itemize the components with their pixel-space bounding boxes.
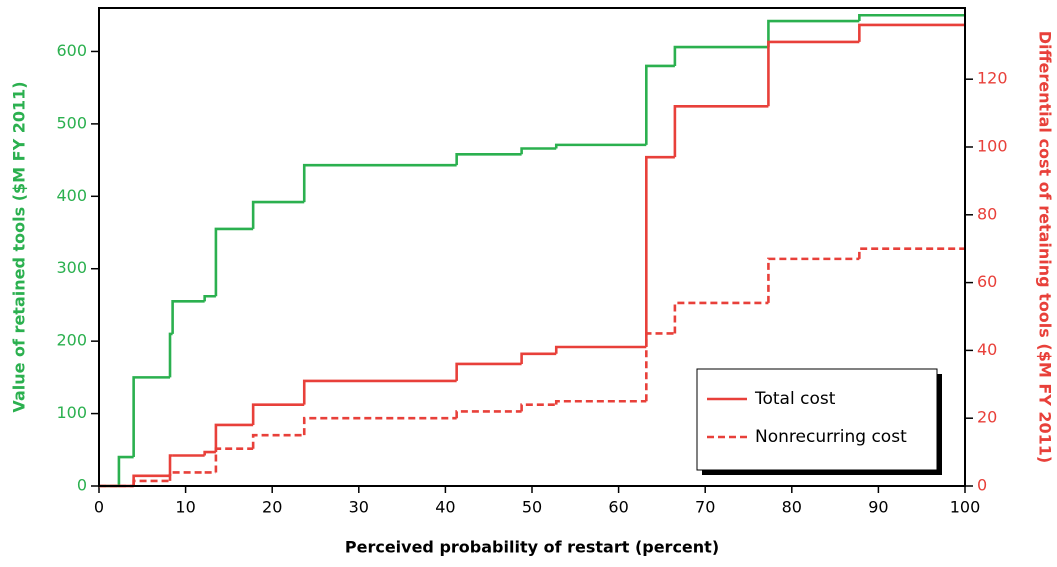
y2-tick-label: 120 xyxy=(977,69,1008,88)
y2-tick-label: 80 xyxy=(977,204,997,223)
step-segment xyxy=(251,403,305,425)
step-segment xyxy=(203,450,216,456)
step-segment xyxy=(302,163,457,203)
step-segment xyxy=(673,301,769,334)
x-tick-label: 0 xyxy=(94,498,104,517)
x-tick-label: 80 xyxy=(782,498,802,517)
step-segment xyxy=(858,13,965,22)
step-segment xyxy=(302,379,457,405)
x-tick-label: 100 xyxy=(950,498,981,517)
step-segment xyxy=(673,45,769,66)
y2-tick-label: 100 xyxy=(977,136,1008,155)
step-segment xyxy=(554,143,647,149)
x-tick-label: 10 xyxy=(175,498,195,517)
step-segment xyxy=(251,433,305,449)
x-tick-label: 90 xyxy=(868,498,888,517)
step-segment xyxy=(645,64,675,145)
step-segment xyxy=(214,227,254,297)
y2-tick-label: 60 xyxy=(977,272,997,291)
y-tick-label: 400 xyxy=(56,186,87,205)
y2-axis-label: Differential cost of retaining tools ($M… xyxy=(1036,31,1055,463)
x-tick-label: 60 xyxy=(608,498,628,517)
y-tick-label: 300 xyxy=(56,258,87,277)
step-segment xyxy=(251,200,305,229)
x-tick-label: 70 xyxy=(695,498,715,517)
step-segment xyxy=(554,399,647,405)
step-segment xyxy=(203,294,216,302)
step-segment xyxy=(214,423,254,453)
y-tick-label: 600 xyxy=(56,41,87,60)
step-segment xyxy=(214,447,254,473)
step-segment xyxy=(132,479,171,486)
legend xyxy=(696,368,938,471)
step-segment xyxy=(455,152,522,166)
step-segment xyxy=(767,257,860,303)
step-segment xyxy=(168,332,173,378)
x-tick-label: 50 xyxy=(522,498,542,517)
step-segment xyxy=(455,362,522,381)
step-segment xyxy=(117,455,134,486)
step-segment xyxy=(858,23,965,42)
y-tick-label: 0 xyxy=(77,476,87,495)
step-segment xyxy=(171,300,205,334)
step-segment xyxy=(767,19,860,48)
step-segment xyxy=(645,332,675,402)
x-tick-label: 30 xyxy=(349,498,369,517)
step-segment xyxy=(168,454,173,476)
step-segment xyxy=(767,40,860,107)
step-segment xyxy=(858,247,965,259)
step-segment xyxy=(132,376,171,458)
step-segment xyxy=(520,147,557,155)
step-segment xyxy=(673,105,769,158)
x-tick-label: 40 xyxy=(435,498,455,517)
x-tick-label: 20 xyxy=(262,498,282,517)
legend-label: Nonrecurring cost xyxy=(755,427,907,447)
y2-tick-label: 0 xyxy=(977,476,987,495)
y2-tick-label: 40 xyxy=(977,340,997,359)
y2-tick-label: 20 xyxy=(977,408,997,427)
y-tick-label: 100 xyxy=(56,403,87,422)
step-segment xyxy=(455,410,522,419)
step-segment xyxy=(554,345,647,354)
legend-label: Total cost xyxy=(754,389,836,409)
step-segment xyxy=(168,471,173,481)
step-segment xyxy=(520,352,557,364)
y-tick-label: 200 xyxy=(56,331,87,350)
x-axis-label: Perceived probability of restart (percen… xyxy=(345,538,719,557)
y-axis-label: Value of retained tools ($M FY 2011) xyxy=(10,81,29,412)
step-segment xyxy=(645,155,675,348)
step-segment xyxy=(520,403,557,412)
plot-frame xyxy=(98,7,966,487)
step-segment xyxy=(302,416,457,436)
y-tick-label: 500 xyxy=(56,113,87,132)
